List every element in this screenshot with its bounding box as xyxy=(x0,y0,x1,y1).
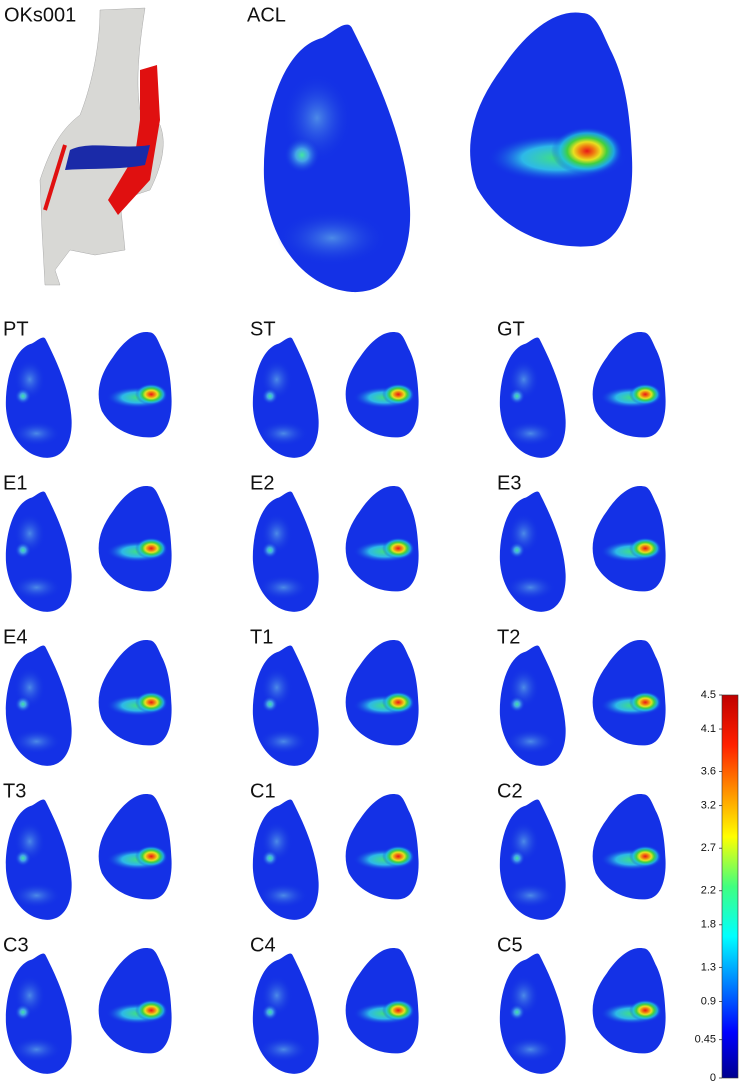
panel-label: ST xyxy=(250,318,276,340)
contact-map xyxy=(499,486,666,612)
contact-map xyxy=(252,332,419,458)
colorbar-tick-label: 0 xyxy=(710,1072,716,1084)
colorbar-ramp xyxy=(721,694,739,1079)
panel-label: E4 xyxy=(3,626,27,648)
panel-label: E1 xyxy=(3,472,27,494)
contact-map xyxy=(5,948,172,1074)
contact-map xyxy=(499,794,666,920)
contact-map xyxy=(252,486,419,612)
panel-label: C5 xyxy=(497,934,523,956)
contact-map xyxy=(252,640,419,766)
panel-label: C4 xyxy=(250,934,276,956)
colorbar-tick-label: 3.6 xyxy=(701,766,716,778)
panel-label: T3 xyxy=(3,780,26,802)
colorbar-tick-label: 1.3 xyxy=(701,961,716,973)
contact-map xyxy=(499,948,666,1074)
contact-map xyxy=(252,948,419,1074)
contact-map xyxy=(5,332,172,458)
panel-grid: PT ST GT E1 E2 E3 E4 T1 T2 T3 C1 C2 C3 C4 C5 xyxy=(3,318,666,1074)
colorbar-tick-label: 0.45 xyxy=(695,1034,716,1046)
colorbar-tick-label: 2.2 xyxy=(701,885,716,897)
panel-label: C3 xyxy=(3,934,29,956)
panel-label: C2 xyxy=(497,780,523,802)
colorbar-tick-label: 4.5 xyxy=(701,689,716,701)
contact-map xyxy=(5,794,172,920)
contact-map xyxy=(5,486,172,612)
panel-label: T2 xyxy=(497,626,520,648)
panel-label: T1 xyxy=(250,626,273,648)
panel-label: PT xyxy=(3,318,29,340)
contact-map xyxy=(499,332,666,458)
colorbar-tick-label: 1.8 xyxy=(701,919,716,931)
colorbar-tick-label: 3.2 xyxy=(701,800,716,812)
panel-label: E3 xyxy=(497,472,521,494)
contact-map xyxy=(499,640,666,766)
figure-title: OKs001 xyxy=(4,4,76,26)
colorbar-tick-label: 0.9 xyxy=(701,995,716,1007)
top-label: ACL xyxy=(247,4,286,26)
panel-label: E2 xyxy=(250,472,274,494)
acl-contact-map xyxy=(263,12,633,293)
colorbar: 4.5 4.1 3.6 3.2 2.7 2.2 1.8 1.3 0.9 0.45 0 xyxy=(695,689,739,1084)
colorbar-tick-label: 2.7 xyxy=(701,842,716,854)
knee-model xyxy=(39,7,164,286)
panel-label: C1 xyxy=(250,780,276,802)
contact-map xyxy=(252,794,419,920)
panel-label: GT xyxy=(497,318,525,340)
colorbar-tick-label: 4.1 xyxy=(701,723,716,735)
contact-map xyxy=(5,640,172,766)
